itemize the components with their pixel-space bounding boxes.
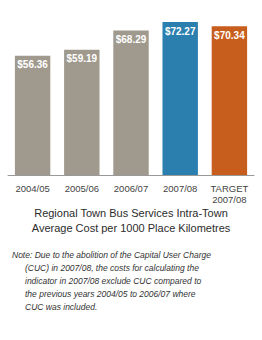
svg-text:$59.19: $59.19	[67, 53, 98, 64]
svg-text:TARGET: TARGET	[210, 183, 248, 194]
svg-text:2004/05: 2004/05	[15, 183, 49, 194]
svg-text:2007/08: 2007/08	[212, 194, 246, 205]
svg-text:Note: Due to the abolition of: Note: Due to the abolition of the Capita…	[12, 250, 211, 260]
svg-text:$70.34: $70.34	[214, 30, 245, 41]
svg-text:the previous years 2004/05 to: the previous years 2004/05 to 2006/07 wh…	[25, 289, 196, 299]
svg-text:2006/07: 2006/07	[114, 183, 148, 194]
svg-text:$56.36: $56.36	[17, 59, 48, 70]
svg-text:(CUC) in 2007/08, the costs fo: (CUC) in 2007/08, the costs for calculat…	[25, 263, 199, 273]
svg-text:2007/08: 2007/08	[163, 183, 197, 194]
svg-text:$68.29: $68.29	[116, 34, 147, 45]
svg-text:2005/06: 2005/06	[65, 183, 99, 194]
svg-text:$72.27: $72.27	[165, 26, 196, 37]
svg-text:CUC was included.: CUC was included.	[25, 302, 97, 312]
svg-text:Average Cost per 1000 Place Ki: Average Cost per 1000 Place Kilometres	[32, 222, 231, 234]
svg-text:indicator in 2007/08 exclude C: indicator in 2007/08 exclude CUC compare…	[25, 276, 202, 286]
svg-text:Regional Town Bus Services Int: Regional Town Bus Services Intra-Town	[34, 207, 228, 219]
